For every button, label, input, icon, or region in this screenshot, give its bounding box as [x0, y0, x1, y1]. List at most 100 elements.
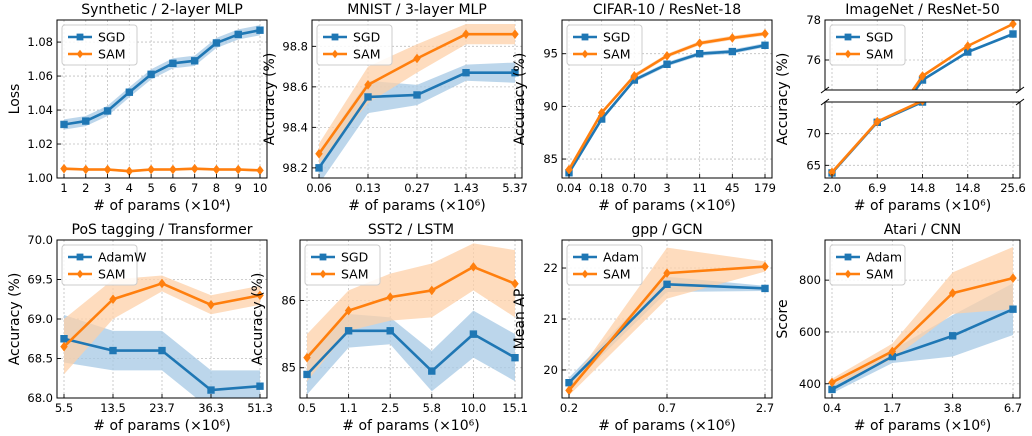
legend: Adam SAM — [829, 244, 906, 286]
y-tick-label: 70.0 — [27, 233, 53, 247]
legend: Adam SAM — [566, 244, 643, 286]
x-axis-label: # of params (×10⁶) — [854, 418, 991, 434]
legend-label: SAM — [98, 267, 126, 282]
data-point-adam — [663, 280, 671, 289]
data-point-sam — [828, 377, 836, 388]
legend-label: SGD — [341, 250, 368, 265]
data-point-sam — [663, 51, 671, 61]
data-point-sgd — [315, 164, 323, 172]
data-point-sam — [103, 164, 112, 175]
x-tick-label: 0.06 — [306, 181, 332, 195]
band-sam — [569, 247, 765, 396]
band-sgd — [64, 25, 260, 130]
data-point-sgd — [964, 90, 971, 97]
plot-area — [60, 275, 264, 398]
x-tick-label: 36.3 — [198, 401, 224, 415]
axis-break-mark — [820, 86, 830, 94]
data-point-sam — [873, 116, 881, 127]
data-point-sam — [428, 285, 436, 296]
data-point-sam — [147, 164, 155, 175]
data-point-sam — [597, 107, 606, 118]
legend-label: SGD — [98, 30, 125, 45]
data-point-sgd — [82, 117, 90, 125]
y-tick-label: 98.4 — [282, 120, 308, 134]
data-point-sam — [256, 290, 264, 301]
data-point-sam — [364, 80, 372, 90]
data-point-sgd — [1009, 30, 1017, 38]
data-point-sgd — [125, 88, 134, 96]
data-point-sam — [234, 164, 242, 175]
legend: SGD SAM — [61, 24, 138, 66]
series-line-sam — [63, 167, 261, 173]
data-point-sgd — [103, 107, 112, 115]
data-point-sgd — [169, 59, 177, 68]
x-tick-label: 10.0 — [461, 401, 487, 415]
data-point-adam — [828, 385, 836, 394]
x-tick-label: 3.8 — [944, 401, 962, 415]
x-axis-label: # of params (×10⁶) — [348, 198, 485, 214]
chart-title: CIFAR-10 / ResNet-18 — [593, 2, 741, 18]
data-point-sam — [109, 294, 117, 305]
y-tick-label: 600 — [799, 325, 821, 339]
data-point-sam — [462, 29, 470, 39]
y-tick-label: 65 — [806, 158, 821, 172]
data-point-sgd — [147, 70, 155, 79]
data-point-adam — [565, 379, 573, 387]
data-point-sgd — [428, 367, 436, 375]
data-point-sgd — [462, 68, 470, 77]
y-tick-label: 1.02 — [27, 137, 53, 151]
data-point-sgd — [344, 327, 353, 335]
x-axis-label: # of params (×10⁶) — [342, 418, 479, 434]
legend-swatch-marker — [844, 253, 852, 261]
band-sam — [307, 243, 515, 382]
y-tick-label: 22 — [543, 261, 558, 275]
chart-panel-8: 400 600 800 0.4 1.7 3.8 6.7 Atari / CNN # of par… — [775, 222, 1022, 434]
chart-title: Atari / CNN — [884, 222, 961, 238]
legend-label: SAM — [603, 267, 631, 282]
data-point-sam — [695, 38, 704, 48]
band-sam — [832, 246, 1013, 387]
data-point-sam — [630, 71, 639, 81]
data-point-sam — [511, 29, 519, 39]
x-tick-label: 0.18 — [589, 181, 615, 195]
data-point-sam — [158, 278, 166, 289]
y-tick-label: 1.04 — [27, 103, 53, 117]
y-tick-label: 86 — [281, 294, 296, 308]
y-tick-label: 20 — [543, 363, 558, 377]
axes-frame — [299, 239, 523, 399]
data-point-sam — [1009, 20, 1017, 29]
y-tick-label: 800 — [799, 273, 821, 287]
data-point-sgd — [212, 39, 221, 47]
x-axis-label: # of params (×10⁶) — [598, 418, 735, 434]
data-point-sgd — [695, 50, 704, 58]
data-point-sam — [207, 299, 215, 310]
x-tick-label: 6.7 — [1004, 401, 1022, 415]
plot-area — [828, 246, 1017, 394]
data-point-sam — [82, 164, 90, 175]
data-point-sam — [919, 102, 926, 106]
data-point-sam — [663, 268, 671, 278]
data-point-sgd — [413, 91, 421, 99]
data-point-sgd — [303, 370, 311, 379]
y-axis-label: Score — [775, 299, 791, 338]
data-point-sam — [761, 28, 769, 39]
x-tick-label: 14.8 — [955, 181, 981, 195]
y-axis-label: Accuracy (%) — [512, 53, 528, 146]
chart-title: SST2 / LSTM — [368, 222, 454, 238]
x-tick-label: 3 — [104, 181, 111, 195]
chart-panel-5: 68.0 68.5 69.0 69.5 70.0 5.5 13.5 23.7 36.3 51.3 P… — [7, 222, 273, 434]
chart-title: MNIST / 3-layer MLP — [347, 2, 487, 18]
axis-break-mark — [1015, 98, 1025, 106]
series-line-sam — [306, 265, 516, 359]
y-tick-label: 85 — [543, 152, 558, 166]
y-tick-label: 69.5 — [27, 273, 53, 287]
data-point-sgd — [190, 57, 199, 65]
y-tick-label: 1.08 — [27, 35, 53, 49]
plot-area — [565, 28, 769, 177]
data-point-sam — [190, 163, 199, 174]
x-tick-label: 11 — [692, 181, 707, 195]
data-point-sam — [256, 165, 264, 176]
data-point-sam — [60, 163, 68, 174]
x-tick-label: 10 — [253, 181, 268, 195]
x-tick-label: 0.2 — [560, 401, 578, 415]
